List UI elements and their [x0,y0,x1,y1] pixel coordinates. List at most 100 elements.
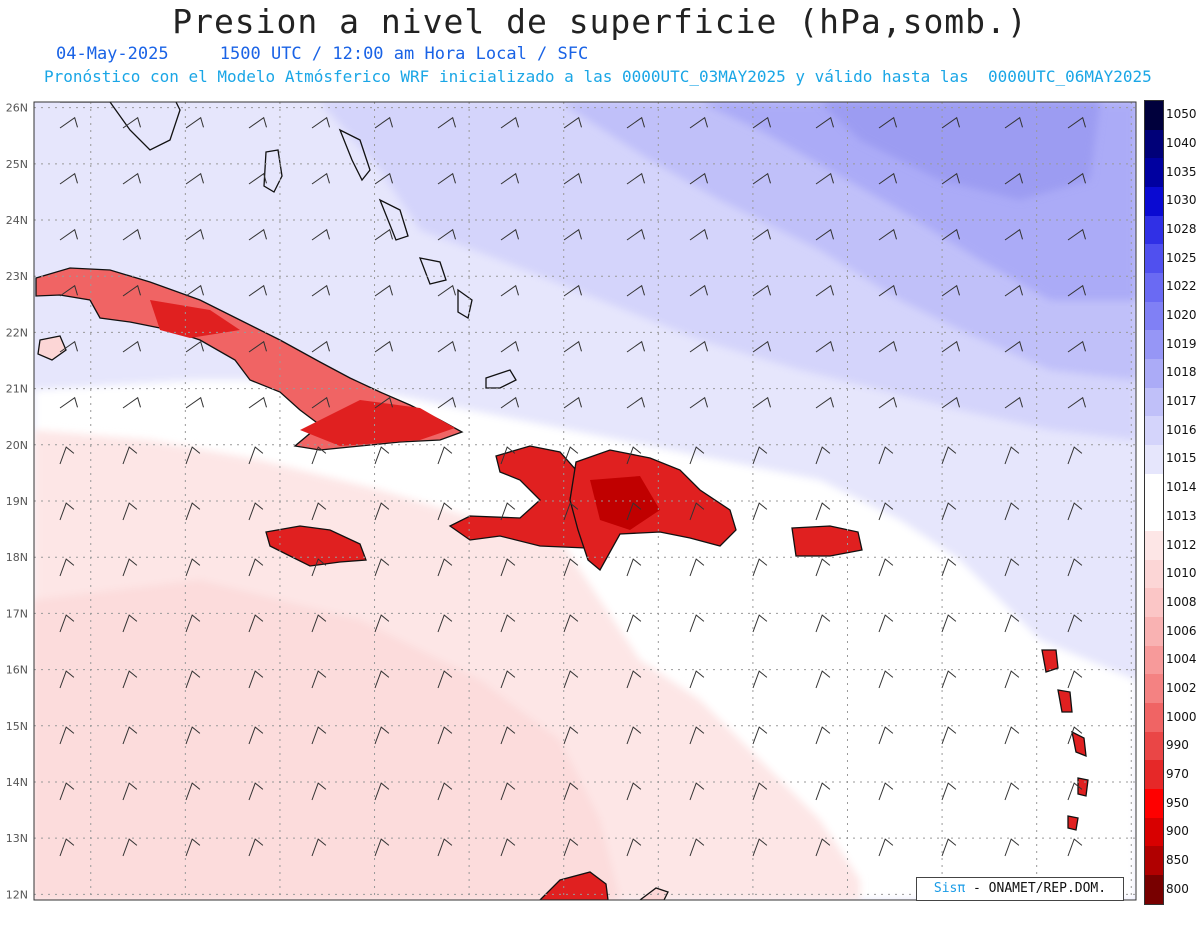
wind-barb [1067,614,1083,633]
wind-barb [626,782,642,801]
colorbar-swatch [1145,760,1163,790]
st-vincent [1077,777,1089,797]
wind-barb [689,558,705,577]
wind-barb [185,782,201,801]
wind-barb [689,502,705,521]
wind-barb [1067,340,1086,353]
colorbar-swatch [1145,330,1163,360]
wind-barb [1067,396,1086,409]
wind-barb [563,446,579,465]
wind-barb [626,284,645,297]
wind-barb [626,116,645,129]
wind-barb [1067,726,1083,745]
wind-barb [752,502,768,521]
wind-barb [437,172,456,185]
wind-barb [1004,396,1023,409]
wind-barb [311,838,327,857]
wind-barb [1004,284,1023,297]
wind-barb [185,502,201,521]
wind-barb [815,228,834,241]
wind-barb [59,838,75,857]
map-title: Presion a nivel de superficie (hPa,somb.… [172,2,1028,41]
wind-barb [941,446,957,465]
colorbar-label: 1050 [1166,107,1197,122]
wind-barb [752,782,768,801]
wind-barb [248,396,267,409]
colorbar-swatch [1145,387,1163,417]
wind-barb [878,284,897,297]
wind-barb [689,228,708,241]
wind-barb [815,670,831,689]
wind-barb [374,396,393,409]
lat-tick-label: 15N [6,720,28,733]
wind-barb [815,340,834,353]
wind-barb [1004,670,1020,689]
landmasses [35,102,1089,900]
wind-barb [815,396,834,409]
credit-brand: Sisπ [933,881,966,896]
colorbar-swatch [1145,817,1163,847]
wind-barb [437,502,453,521]
wind-barb [248,502,264,521]
wind-barb [374,284,393,297]
wind-barb [248,614,264,633]
wind-barb [59,726,75,745]
wind-barb [626,340,645,353]
colorbar-label: 1022 [1166,279,1197,294]
wind-barb [59,284,78,297]
wind-barb [1067,558,1083,577]
wind-barb [878,614,894,633]
wind-barb [815,558,831,577]
colorbar-label: 1028 [1166,222,1197,237]
wind-barb [248,340,267,353]
credit-box: Sisπ - ONAMET/REP.DOM. [916,877,1124,901]
wind-barb [689,116,708,129]
wind-barb [248,446,264,465]
colorbar-label: 970 [1166,766,1189,781]
wind-barb [59,502,75,521]
wind-barb [689,726,705,745]
wind-barb [878,502,894,521]
colorbar-label: 1014 [1166,480,1197,495]
colorbar-label: 1015 [1166,451,1197,466]
wind-barb [374,558,390,577]
wind-barb [311,396,330,409]
wind-barb [752,446,768,465]
wind-barb [122,838,138,857]
lat-tick-label: 14N [6,776,28,789]
wind-barb [1004,502,1020,521]
lat-tick-label: 24N [6,214,28,227]
wind-barb [563,228,582,241]
wind-barb [689,782,705,801]
wind-barb [500,116,519,129]
wind-barb [563,284,582,297]
colorbar-swatch [1145,473,1163,503]
wind-barb [689,284,708,297]
wind-barb [311,726,327,745]
wind-barb [878,116,897,129]
lat-tick-label: 20N [6,439,28,452]
colorbar-swatch [1145,588,1163,618]
wind-barb [626,614,642,633]
wind-barb [248,782,264,801]
colorbar-label: 1004 [1166,652,1197,667]
colorbar-swatch [1145,101,1163,130]
wind-barb [626,396,645,409]
wind-barb [185,340,204,353]
guadeloupe [1041,649,1059,673]
wind-barb [248,284,267,297]
wind-barb [1004,172,1023,185]
wind-barb [878,558,894,577]
colorbar-swatch [1145,531,1163,560]
wind-barb [815,838,831,857]
wind-barb [122,172,141,185]
wind-barb [500,340,519,353]
wind-barb [437,726,453,745]
puerto-rico [791,525,863,557]
colorbar-label: 1002 [1166,680,1197,695]
colorbar-swatch [1145,359,1163,388]
wind-barb [311,340,330,353]
wind-barb [59,614,75,633]
wind-barb [815,502,831,521]
wind-barb [374,502,390,521]
